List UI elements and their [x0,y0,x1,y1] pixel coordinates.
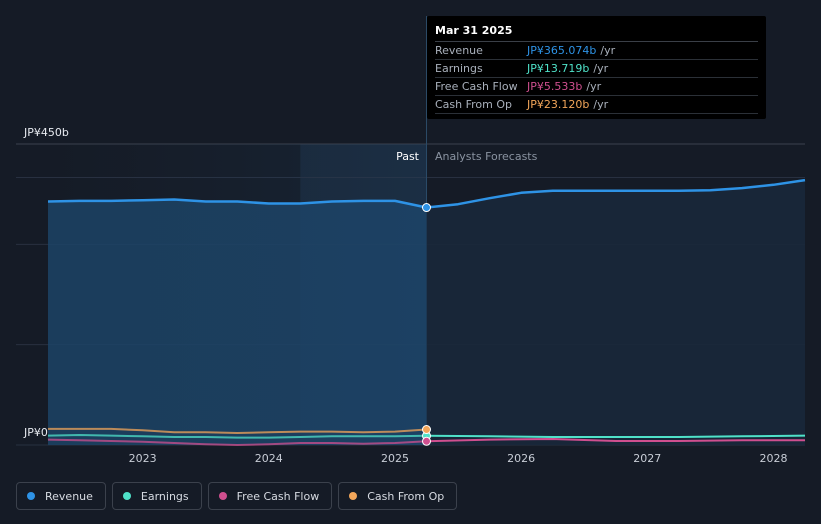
tooltip-unit: /yr [593,62,609,75]
series-lines [47,178,806,446]
x-axis-ticks: 2023 2024 2025 2026 2027 2028 [129,452,788,465]
revenue-dot-icon [27,492,35,500]
tooltip-row-cash-from-op: Cash From Op JP¥23.120b /yr [435,96,758,114]
revenue-forecast-line [426,178,806,209]
tooltip-label: Earnings [435,62,483,75]
y-axis-bottom-label: JP¥0 [23,426,48,439]
cfo-point [422,425,431,435]
past-shade [48,144,427,445]
cash-from-op-dot-icon [349,492,358,500]
x-tick-label: 2027 [633,452,661,465]
highlight-points [422,203,431,446]
legend-item-revenue[interactable]: Revenue [16,482,106,510]
legend-label: Free Cash Flow [236,489,320,503]
revenue-forecast-area [426,180,805,445]
tooltip-rows: Revenue JP¥365.074b /yr Earnings JP¥13.7… [435,42,758,114]
legend-item-cash-from-op[interactable]: Cash From Op [338,482,458,510]
x-tick-label: 2023 [129,452,157,465]
earnings-dot-icon [122,492,131,500]
x-tick-label: 2025 [381,452,409,465]
legend-label: Earnings [140,489,189,503]
revenue-point [422,203,431,213]
fcf-point [422,436,431,446]
tooltip-unit: /yr [586,80,602,93]
tooltip-row-revenue: Revenue JP¥365.074b /yr [435,42,758,60]
tooltip-value: JP¥365.074b [527,44,597,57]
forecast-label: Analysts Forecasts [435,150,538,163]
legend-item-free-cash-flow[interactable]: Free Cash Flow [207,482,333,510]
past-label: Past [396,150,420,163]
tooltip-value: JP¥23.120b [527,98,590,111]
fcf-forecast-line [426,438,805,443]
axis-text: JP¥450b JP¥0 Past Analysts Forecasts [23,126,538,439]
tooltip-value: JP¥5.533b [527,80,583,93]
legend-label: Revenue [45,489,93,503]
tooltip-value: JP¥13.719b [527,62,590,75]
tooltip: Mar 31 2025 Revenue JP¥365.074b /yr Earn… [427,16,766,119]
legend-item-earnings[interactable]: Earnings [111,482,202,510]
tooltip-label: Free Cash Flow [435,80,518,93]
revenue-past-line [47,198,427,209]
fcf-past-line [47,438,427,446]
legend-label: Cash From Op [367,489,445,503]
cfo-past-line [48,427,427,434]
x-tick-label: 2028 [759,452,787,465]
tooltip-label: Revenue [435,44,483,57]
tooltip-row-earnings: Earnings JP¥13.719b /yr [435,60,758,78]
tooltip-unit: /yr [593,98,609,111]
tooltip-label: Cash From Op [435,98,513,111]
x-tick-label: 2026 [507,452,535,465]
tooltip-unit: /yr [600,44,616,57]
earnings-forecast-line [426,434,806,438]
tooltip-row-free-cash-flow: Free Cash Flow JP¥5.533b /yr [435,78,758,96]
free-cash-flow-dot-icon [218,492,227,500]
y-axis-top-label: JP¥450b [23,126,69,139]
earnings-past-line [47,434,427,439]
tooltip-date: Mar 31 2025 [435,23,758,42]
legend: Revenue Earnings Free Cash Flow Cash Fro… [16,482,458,510]
x-tick-label: 2024 [255,452,283,465]
area-layer [48,144,805,445]
